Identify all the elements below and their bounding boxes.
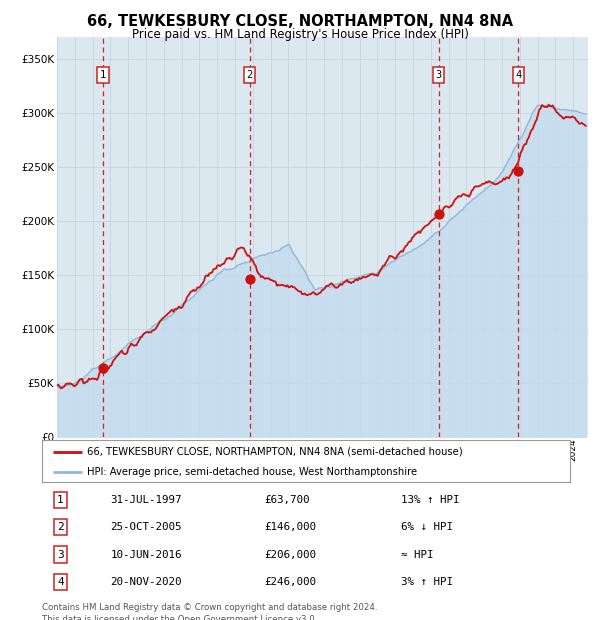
Text: 20-NOV-2020: 20-NOV-2020: [110, 577, 182, 587]
Text: 2: 2: [247, 70, 253, 80]
Text: HPI: Average price, semi-detached house, West Northamptonshire: HPI: Average price, semi-detached house,…: [87, 467, 417, 477]
Text: £206,000: £206,000: [264, 549, 316, 559]
Text: 66, TEWKESBURY CLOSE, NORTHAMPTON, NN4 8NA (semi-detached house): 66, TEWKESBURY CLOSE, NORTHAMPTON, NN4 8…: [87, 446, 463, 456]
Text: Price paid vs. HM Land Registry's House Price Index (HPI): Price paid vs. HM Land Registry's House …: [131, 28, 469, 41]
Text: 3: 3: [57, 549, 64, 559]
Text: 4: 4: [515, 70, 521, 80]
Text: £246,000: £246,000: [264, 577, 316, 587]
Text: 4: 4: [57, 577, 64, 587]
Text: 25-OCT-2005: 25-OCT-2005: [110, 523, 182, 533]
Text: £63,700: £63,700: [264, 495, 309, 505]
Text: 1: 1: [100, 70, 106, 80]
Text: 3: 3: [436, 70, 442, 80]
Text: 31-JUL-1997: 31-JUL-1997: [110, 495, 182, 505]
Text: 6% ↓ HPI: 6% ↓ HPI: [401, 523, 453, 533]
Point: [434, 210, 443, 219]
Text: 10-JUN-2016: 10-JUN-2016: [110, 549, 182, 559]
Point: [514, 166, 523, 176]
Text: 3% ↑ HPI: 3% ↑ HPI: [401, 577, 453, 587]
Text: £146,000: £146,000: [264, 523, 316, 533]
Text: ≈ HPI: ≈ HPI: [401, 549, 434, 559]
Text: Contains HM Land Registry data © Crown copyright and database right 2024.
This d: Contains HM Land Registry data © Crown c…: [42, 603, 377, 620]
Text: 2: 2: [57, 523, 64, 533]
Point: [245, 274, 254, 284]
Text: 13% ↑ HPI: 13% ↑ HPI: [401, 495, 460, 505]
Point: [98, 363, 108, 373]
Text: 1: 1: [57, 495, 64, 505]
Text: 66, TEWKESBURY CLOSE, NORTHAMPTON, NN4 8NA: 66, TEWKESBURY CLOSE, NORTHAMPTON, NN4 8…: [87, 14, 513, 29]
